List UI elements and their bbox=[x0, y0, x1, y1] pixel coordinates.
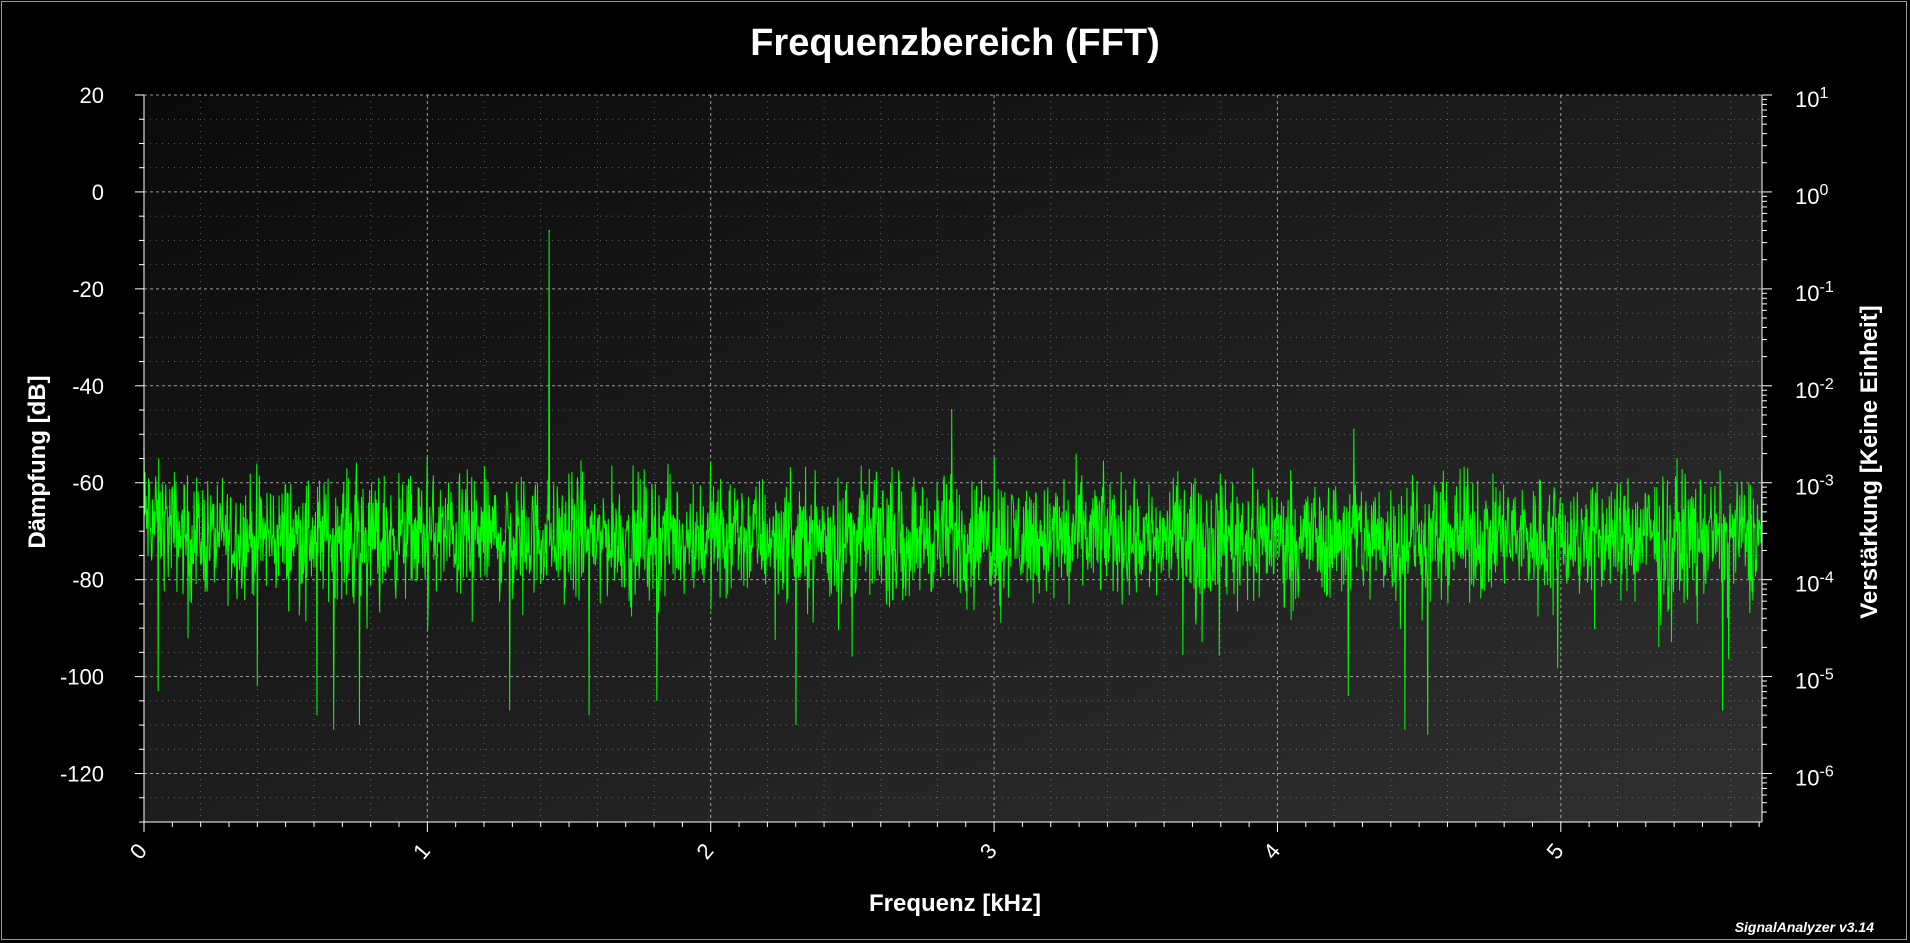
watermark: SignalAnalyzer v3.14 bbox=[1734, 919, 1874, 935]
y-tick-label: -60 bbox=[72, 471, 104, 496]
spectrum-peak-point bbox=[993, 457, 995, 460]
y2-tick-label: 10-2 bbox=[1795, 376, 1834, 403]
y2-tick-label: 100 bbox=[1795, 182, 1828, 209]
y2-tick-label: 10-1 bbox=[1795, 279, 1834, 306]
x-tick-label: 0 bbox=[125, 838, 152, 863]
spectrum-peak-point bbox=[426, 457, 429, 460]
x-tick-label: 5 bbox=[1542, 838, 1569, 863]
plot-area bbox=[144, 95, 1762, 822]
y2-tick-label: 10-6 bbox=[1795, 764, 1834, 791]
y2-tick-label: 10-5 bbox=[1795, 667, 1834, 694]
x-axis-label: Frequenz [kHz] bbox=[868, 890, 1041, 917]
y-tick-label: -40 bbox=[72, 374, 104, 399]
x-tick-label: 4 bbox=[1258, 838, 1285, 863]
y-tick-label: -100 bbox=[60, 665, 104, 690]
x-tick-label: 2 bbox=[691, 838, 718, 863]
y-tick-label: -80 bbox=[72, 568, 104, 593]
y2-tick-label: 101 bbox=[1795, 85, 1828, 112]
spectrum-peak-point bbox=[1353, 428, 1355, 431]
x-tick-label: 3 bbox=[975, 838, 1002, 863]
spectrum-peak-point bbox=[950, 409, 953, 411]
y-tick-label: 0 bbox=[92, 180, 104, 205]
spectrum-peak-point bbox=[548, 229, 551, 232]
x-tick-label: 1 bbox=[408, 838, 435, 863]
y-tick-label: -20 bbox=[72, 277, 104, 302]
chart-title: Frequenzbereich (FFT) bbox=[750, 22, 1160, 64]
spectrum-line bbox=[143, 230, 1763, 735]
y-tick-label: -120 bbox=[60, 762, 104, 787]
y2-tick-label: 10-3 bbox=[1795, 473, 1834, 500]
y-tick-label: 20 bbox=[80, 83, 104, 108]
spectrum-peak-point bbox=[709, 462, 712, 465]
y2-tick-label: 10-4 bbox=[1795, 570, 1834, 597]
